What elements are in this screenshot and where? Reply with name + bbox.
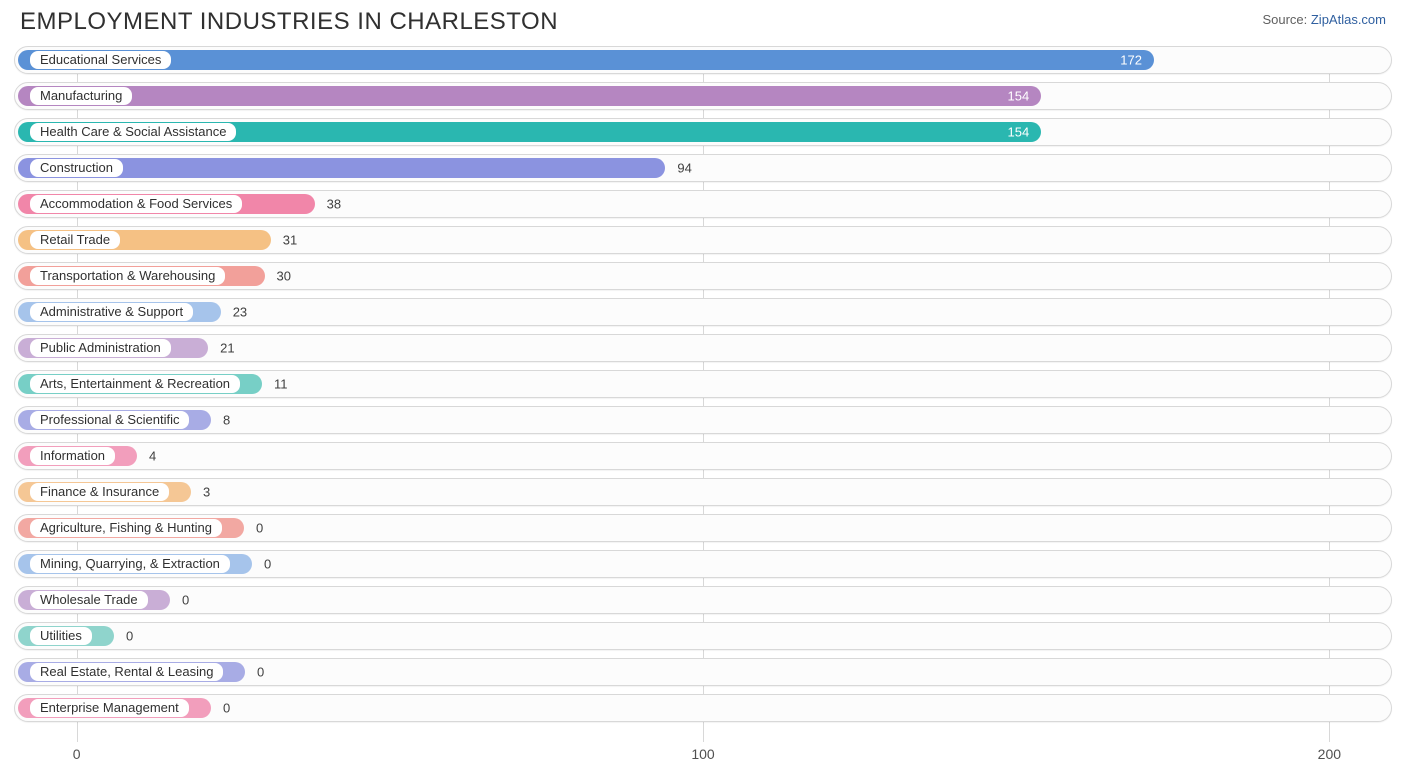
bar-value: 21 (220, 341, 234, 356)
bar-row-track (14, 694, 1392, 722)
bar-value: 30 (277, 269, 291, 284)
bar-value: 3 (203, 485, 210, 500)
bar-row: Agriculture, Fishing & Hunting 0 (14, 514, 1392, 542)
bar-value: 0 (223, 701, 230, 716)
bar-label: Administrative & Support (30, 303, 193, 321)
bar-value: 8 (223, 413, 230, 428)
bar-value: 0 (264, 557, 271, 572)
bar-row-track (14, 586, 1392, 614)
x-axis-tick-label: 0 (73, 746, 81, 762)
chart-title: EMPLOYMENT INDUSTRIES IN CHARLESTON (20, 8, 558, 36)
bar-row: Construction 94 (14, 154, 1392, 182)
bar-row: Information 4 (14, 442, 1392, 470)
bar-label: Finance & Insurance (30, 483, 169, 501)
bar-row: Real Estate, Rental & Leasing 0 (14, 658, 1392, 686)
bar-row: Administrative & Support 23 (14, 298, 1392, 326)
bar-row: Retail Trade 31 (14, 226, 1392, 254)
bar-value: 0 (257, 665, 264, 680)
bar-fill (18, 50, 1154, 70)
bar-row-track (14, 622, 1392, 650)
source-link[interactable]: ZipAtlas.com (1311, 12, 1386, 27)
bar-row-track (14, 442, 1392, 470)
bar-value: 172 (1120, 53, 1142, 68)
bar-fill (18, 86, 1041, 106)
bar-value: 31 (283, 233, 297, 248)
bar-row-track (14, 298, 1392, 326)
bar-row-track (14, 406, 1392, 434)
bar-value: 0 (256, 521, 263, 536)
bar-value: 11 (274, 377, 288, 392)
bar-label: Information (30, 447, 115, 465)
bar-label: Public Administration (30, 339, 171, 357)
bar-row: Wholesale Trade 0 (14, 586, 1392, 614)
bar-label: Accommodation & Food Services (30, 195, 242, 213)
bar-label: Enterprise Management (30, 699, 189, 717)
bar-label: Mining, Quarrying, & Extraction (30, 555, 230, 573)
bar-row: Mining, Quarrying, & Extraction 0 (14, 550, 1392, 578)
bar-value: 0 (126, 629, 133, 644)
bar-value: 94 (677, 161, 691, 176)
bar-row: Accommodation & Food Services 38 (14, 190, 1392, 218)
bar-label: Wholesale Trade (30, 591, 148, 609)
x-axis-tick-label: 100 (691, 746, 714, 762)
bar-label: Professional & Scientific (30, 411, 189, 429)
source-attribution: Source: ZipAtlas.com (1262, 8, 1386, 27)
bar-label: Utilities (30, 627, 92, 645)
bar-chart: Educational Services172Manufacturing154H… (14, 46, 1392, 742)
bar-value: 154 (1008, 89, 1030, 104)
bar-value: 23 (233, 305, 247, 320)
bar-label: Construction (30, 159, 123, 177)
bar-row: Transportation & Warehousing 30 (14, 262, 1392, 290)
bar-row: Professional & Scientific 8 (14, 406, 1392, 434)
bar-value: 0 (182, 593, 189, 608)
bar-label: Retail Trade (30, 231, 120, 249)
bar-row: Finance & Insurance 3 (14, 478, 1392, 506)
bar-label: Manufacturing (30, 87, 132, 105)
bar-row: Manufacturing 154 (14, 82, 1392, 110)
bar-label: Agriculture, Fishing & Hunting (30, 519, 222, 537)
bar-row: Utilities 0 (14, 622, 1392, 650)
bar-row: Health Care & Social Assistance 154 (14, 118, 1392, 146)
bar-value: 38 (327, 197, 341, 212)
bar-value: 4 (149, 449, 156, 464)
bar-label: Transportation & Warehousing (30, 267, 225, 285)
bar-value: 154 (1008, 125, 1030, 140)
bar-row: Educational Services 172 (14, 46, 1392, 74)
x-axis-tick-label: 200 (1318, 746, 1341, 762)
x-axis: 0 100 200 (14, 746, 1392, 766)
bar-row: Enterprise Management 0 (14, 694, 1392, 722)
bar-label: Health Care & Social Assistance (30, 123, 236, 141)
source-prefix: Source: (1262, 12, 1310, 27)
bar-label: Educational Services (30, 51, 171, 69)
bar-row-track (14, 478, 1392, 506)
bar-label: Arts, Entertainment & Recreation (30, 375, 240, 393)
bar-row: Arts, Entertainment & Recreation 11 (14, 370, 1392, 398)
bar-row: Public Administration 21 (14, 334, 1392, 362)
bar-label: Real Estate, Rental & Leasing (30, 663, 223, 681)
